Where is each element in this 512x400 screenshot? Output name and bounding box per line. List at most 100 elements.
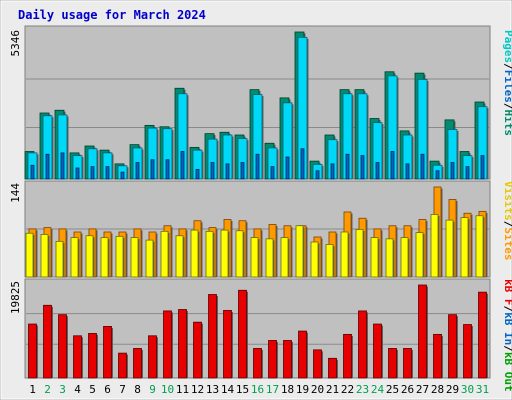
x-tick-label-day-21: 21 xyxy=(326,383,339,396)
bar-pages-day-14 xyxy=(225,163,230,180)
bar-visits-day-21 xyxy=(325,244,334,278)
bar-kb-f-day-1 xyxy=(28,323,37,379)
x-tick-label-day-10: 10 xyxy=(161,383,174,396)
bar-visits-day-2 xyxy=(40,234,49,278)
bar-pages-day-10 xyxy=(165,159,170,180)
bar-pages-day-9 xyxy=(150,159,155,180)
legend-entry: Sites xyxy=(502,227,512,260)
x-tick-label-day-11: 11 xyxy=(176,383,189,396)
bar-visits-day-30 xyxy=(460,217,469,278)
panel-kbytes: 19825 kB F/kB In/kB Out xyxy=(9,278,512,392)
bar-pages-day-18 xyxy=(285,156,290,180)
bar-kb-f-day-17 xyxy=(268,340,277,379)
bar-visits-day-14 xyxy=(220,229,229,278)
bar-kb-f-day-11 xyxy=(178,309,187,379)
bar-pages-day-24 xyxy=(375,162,380,180)
bar-pages-day-2 xyxy=(45,153,50,180)
legend-entry: Visits xyxy=(502,181,512,221)
bar-kb-f-day-19 xyxy=(298,330,307,379)
bar-visits-day-8 xyxy=(130,237,139,278)
x-tick-label-day-22: 22 xyxy=(341,383,354,396)
bar-pages-day-27 xyxy=(420,153,425,180)
x-tick-label-day-28: 28 xyxy=(431,383,444,396)
bar-pages-day-22 xyxy=(345,153,350,180)
bar-kb-f-day-29 xyxy=(448,314,457,379)
bar-visits-day-5 xyxy=(85,235,94,278)
bar-kb-f-day-26 xyxy=(403,348,412,379)
x-tick-label-day-1: 1 xyxy=(29,383,36,396)
x-tick-label-day-5: 5 xyxy=(89,383,96,396)
bar-kb-f-day-9 xyxy=(148,335,157,379)
bar-kb-f-day-20 xyxy=(313,349,322,379)
x-tick-label-day-7: 7 xyxy=(119,383,126,396)
bar-visits-day-22 xyxy=(340,231,349,278)
bar-pages-day-4 xyxy=(75,167,80,180)
bar-kb-f-day-8 xyxy=(133,348,142,379)
legend-entry: / xyxy=(502,103,512,110)
bar-pages-day-30 xyxy=(465,166,470,180)
bar-visits-day-16 xyxy=(250,237,259,278)
legend-entry: Pages xyxy=(502,30,512,63)
bar-kb-f-day-25 xyxy=(388,348,397,379)
bar-pages-day-23 xyxy=(360,155,365,180)
bar-visits-day-19 xyxy=(295,225,304,278)
bar-visits-day-1 xyxy=(25,232,34,278)
bar-kb-f-day-4 xyxy=(73,335,82,379)
bar-kb-f-day-10 xyxy=(163,310,172,379)
panel-hits-ymax-label: 5346 xyxy=(9,30,22,57)
bar-visits-day-25 xyxy=(385,238,394,278)
x-tick-label-day-27: 27 xyxy=(416,383,429,396)
panel-kbytes-ymax-label: 19825 xyxy=(9,281,22,314)
x-tick-label-day-14: 14 xyxy=(221,383,235,396)
x-tick-label-day-15: 15 xyxy=(236,383,249,396)
legend-entry: Hits xyxy=(502,110,512,137)
bar-visits-day-18 xyxy=(280,237,289,278)
panel-visits-ymax-label: 144 xyxy=(9,183,22,203)
x-tick-label-day-20: 20 xyxy=(311,383,324,396)
x-tick-label-day-31: 31 xyxy=(476,383,489,396)
legend-entry: kB Out xyxy=(502,352,512,392)
bar-pages-day-29 xyxy=(450,162,455,180)
legend-entry: / xyxy=(502,345,512,352)
bar-visits-day-23 xyxy=(355,229,364,278)
bar-visits-day-12 xyxy=(190,229,199,278)
bar-visits-day-29 xyxy=(445,219,454,278)
bar-pages-day-25 xyxy=(390,151,395,180)
x-tick-label-day-13: 13 xyxy=(206,383,219,396)
bar-kb-f-day-23 xyxy=(358,310,367,379)
bar-pages-day-31 xyxy=(480,155,485,180)
bar-pages-day-16 xyxy=(255,153,260,180)
x-tick-label-day-8: 8 xyxy=(134,383,141,396)
x-tick-label-day-16: 16 xyxy=(251,383,264,396)
panel-hits-legend: Pages/Files/Hits xyxy=(502,30,512,136)
bar-visits-day-27 xyxy=(415,232,424,278)
bar-pages-day-8 xyxy=(135,162,140,180)
x-tick-label-day-9: 9 xyxy=(149,383,156,396)
bar-kb-f-day-3 xyxy=(58,314,67,379)
legend-entry: Files xyxy=(502,70,512,103)
bar-pages-day-28 xyxy=(435,170,440,180)
x-tick-label-day-3: 3 xyxy=(59,383,66,396)
bar-kb-f-day-24 xyxy=(373,323,382,379)
bar-kb-f-day-27 xyxy=(418,284,427,379)
bar-pages-day-20 xyxy=(315,170,320,180)
panel-hits: 5346 Pages/Files/Hits xyxy=(9,25,512,180)
legend-entry: kB F xyxy=(502,279,512,306)
bar-kb-f-day-21 xyxy=(328,357,337,379)
bar-visits-day-6 xyxy=(100,237,109,278)
bar-pages-day-19 xyxy=(300,148,305,180)
bar-visits-day-17 xyxy=(265,238,274,278)
panel-visits: 144 Visits/Sites xyxy=(9,180,512,278)
panel-visits-legend: Visits/Sites xyxy=(502,181,512,261)
bar-kb-f-day-22 xyxy=(343,333,352,379)
bar-kb-f-day-6 xyxy=(103,325,112,379)
bar-kb-f-day-14 xyxy=(223,310,232,379)
bar-kb-f-day-13 xyxy=(208,294,217,379)
bar-visits-day-31 xyxy=(475,215,484,278)
panel-hits-bars xyxy=(24,31,489,180)
x-axis-day-labels: 1 2 3 4 5 6 7 8 9 10 11 12 13 14 15 16 17 18 19 20 21 22 23 24 2… xyxy=(29,383,489,396)
bar-pages-day-13 xyxy=(210,162,215,180)
bar-visits-day-11 xyxy=(175,235,184,278)
bar-kb-f-day-7 xyxy=(118,352,127,379)
